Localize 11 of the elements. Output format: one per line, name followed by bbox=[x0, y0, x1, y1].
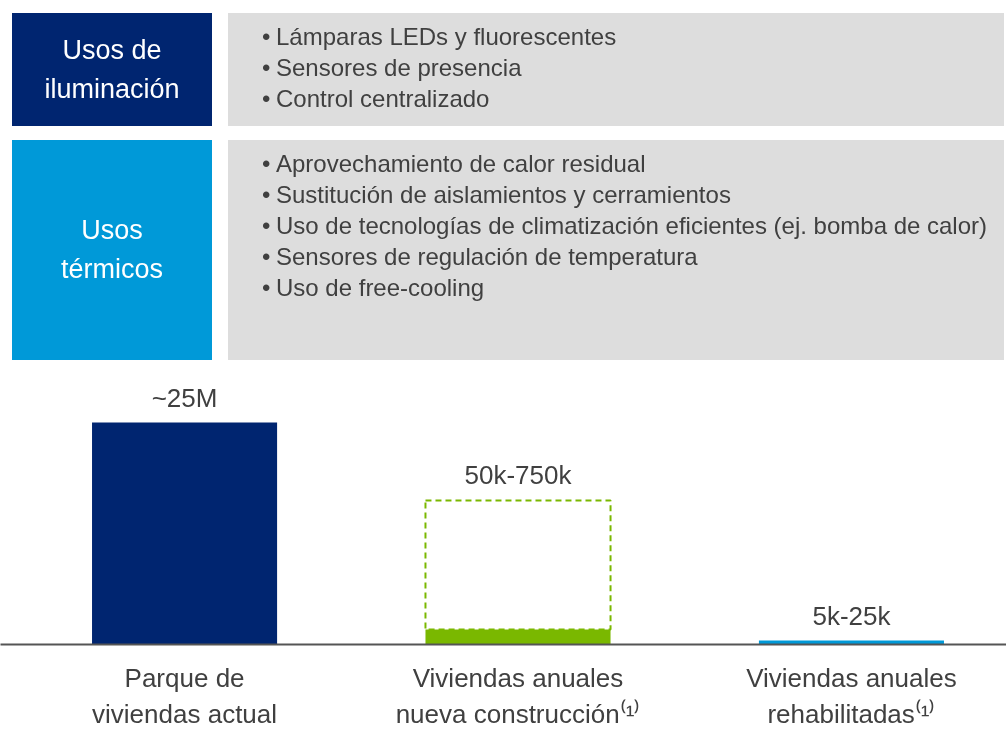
bar bbox=[92, 422, 278, 645]
text: ~25M bbox=[151, 382, 218, 413]
text: 50k-750k bbox=[464, 460, 572, 491]
text: • Lámparas LEDs y fluorescentes • Sensores de presencia • Control centralizado bbox=[261, 22, 617, 114]
text: Usos térmicos bbox=[12, 140, 212, 360]
text: • Aprovechamiento de calor residual • Sustitución de aislamientos y cerramientos • Uso de tecnologías de climatización eficientes (ej. bomba de calor) • Sensores de regulación de temperatura • Uso de free-cooling bbox=[262, 150, 988, 301]
x-tick-label: Viviendas anuales rehabilitadas⁽¹⁾ bbox=[746, 662, 957, 729]
text: Usos de iluminación bbox=[12, 13, 212, 126]
text: 5k-25k bbox=[812, 600, 891, 631]
x-tick-label: Viviendas anuales nueva construcción⁽¹⁾ bbox=[395, 662, 641, 729]
x-tick-label: Parque de viviendas actual bbox=[92, 662, 278, 729]
